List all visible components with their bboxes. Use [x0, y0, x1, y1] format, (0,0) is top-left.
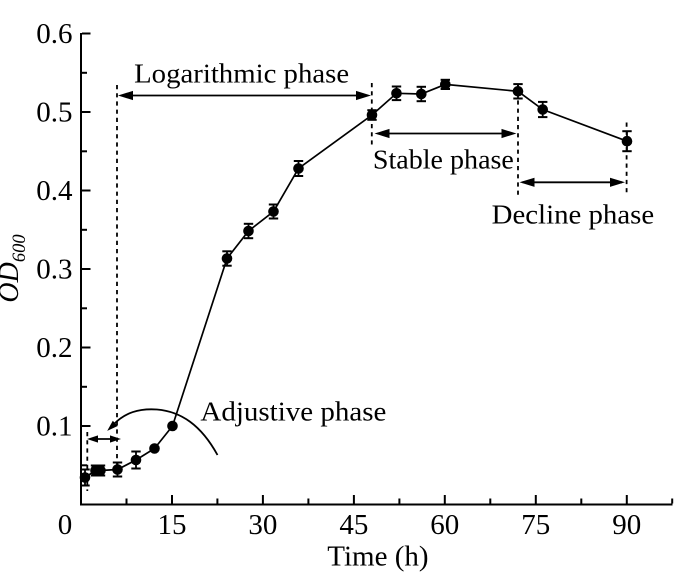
svg-text:Stable phase: Stable phase	[373, 144, 514, 175]
svg-text:15: 15	[158, 509, 187, 541]
svg-text:45: 45	[339, 509, 368, 541]
svg-text:Decline phase: Decline phase	[492, 198, 655, 229]
svg-text:0.2: 0.2	[36, 332, 72, 364]
svg-text:60: 60	[430, 509, 459, 541]
svg-text:90: 90	[612, 509, 641, 541]
svg-text:75: 75	[521, 509, 550, 541]
svg-text:30: 30	[248, 509, 277, 541]
svg-text:0.3: 0.3	[36, 254, 72, 286]
svg-text:Time (h): Time (h)	[327, 541, 428, 573]
svg-text:Adjustive phase: Adjustive phase	[200, 395, 386, 426]
svg-text:0.1: 0.1	[36, 411, 72, 443]
svg-text:0.6: 0.6	[36, 18, 72, 50]
svg-text:0.4: 0.4	[36, 175, 73, 207]
svg-text:Logarithmic phase: Logarithmic phase	[134, 58, 349, 89]
svg-text:0: 0	[58, 509, 73, 541]
svg-text:0.5: 0.5	[36, 97, 72, 129]
